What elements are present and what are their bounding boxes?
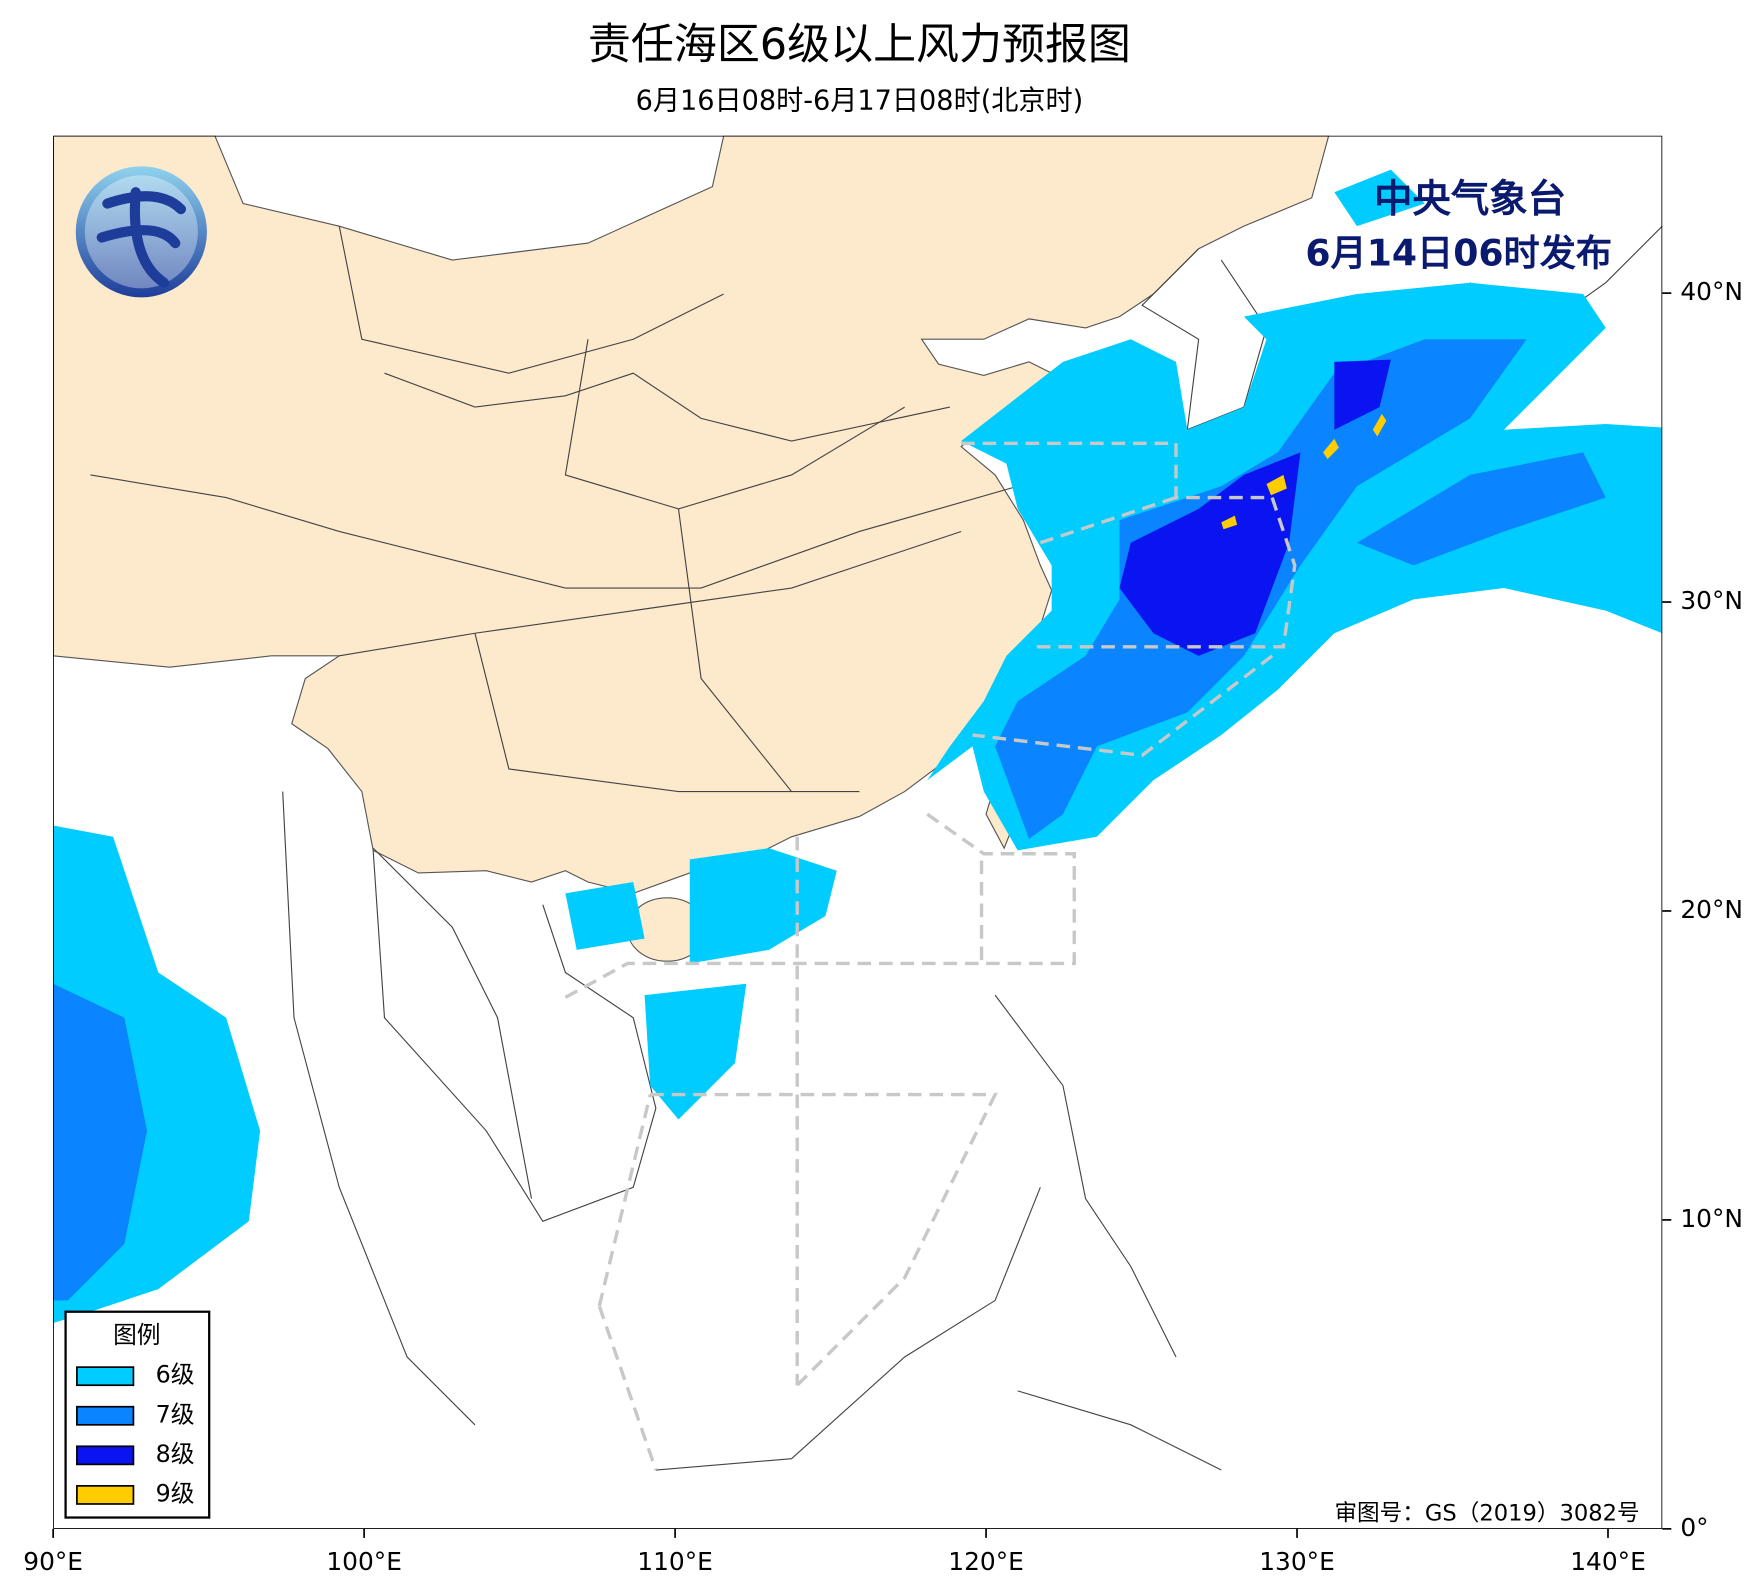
x-tick-label: 100°E: [326, 1547, 402, 1576]
wind-area: [644, 983, 747, 1120]
legend-label: 7级: [156, 1400, 195, 1428]
map-area: [53, 135, 1663, 1529]
x-tick-label: 140°E: [1570, 1547, 1646, 1576]
map-root: 责任海区6级以上风力预报图 6月16日08时-6月17日08时(北京时): [23, 20, 1743, 1576]
wind-area: [689, 848, 837, 964]
y-tick-label: 10°N: [1680, 1204, 1743, 1233]
legend-swatch: [76, 1405, 135, 1426]
y-tick-label: 20°N: [1680, 895, 1743, 924]
legend-title: 图例: [113, 1321, 160, 1349]
legend-swatch: [76, 1445, 135, 1466]
y-tick-label: 30°N: [1680, 586, 1743, 615]
approval-number: 审图号：GS（2019）3082号: [1334, 1501, 1639, 1527]
x-tick-label: 110°E: [637, 1547, 713, 1576]
rivers: [90, 372, 1018, 1199]
y-tick-label: 40°N: [1680, 277, 1743, 306]
china-land: [53, 135, 1330, 894]
logo: [75, 166, 207, 298]
x-tick-label: 130°E: [1259, 1547, 1335, 1576]
subtitle: 6月16日08时-6月17日08时(北京时): [636, 85, 1084, 116]
x-tick-label: 120°E: [948, 1547, 1024, 1576]
legend: 图例 6级 7级 8级 9级: [64, 1310, 211, 1519]
wind-area: [565, 882, 645, 950]
wind-area: [1334, 359, 1391, 430]
wind-area: [1119, 452, 1301, 656]
wind-area: [53, 983, 148, 1301]
wind-area: [1356, 452, 1606, 566]
wind-area: [1334, 169, 1425, 227]
legend-label: 9级: [156, 1479, 195, 1507]
y-tick-label: 0°: [1680, 1513, 1708, 1542]
legend-swatch: [76, 1366, 135, 1387]
issue-time: 6月14日06时发布: [1305, 232, 1612, 275]
legend-swatch: [76, 1485, 135, 1505]
issuer-name: 中央气象台: [1374, 177, 1566, 222]
legend-label: 6级: [156, 1361, 195, 1389]
title: 责任海区6级以上风力预报图: [588, 20, 1131, 70]
x-tick-label: 90°E: [23, 1547, 83, 1576]
legend-label: 8级: [156, 1440, 195, 1468]
